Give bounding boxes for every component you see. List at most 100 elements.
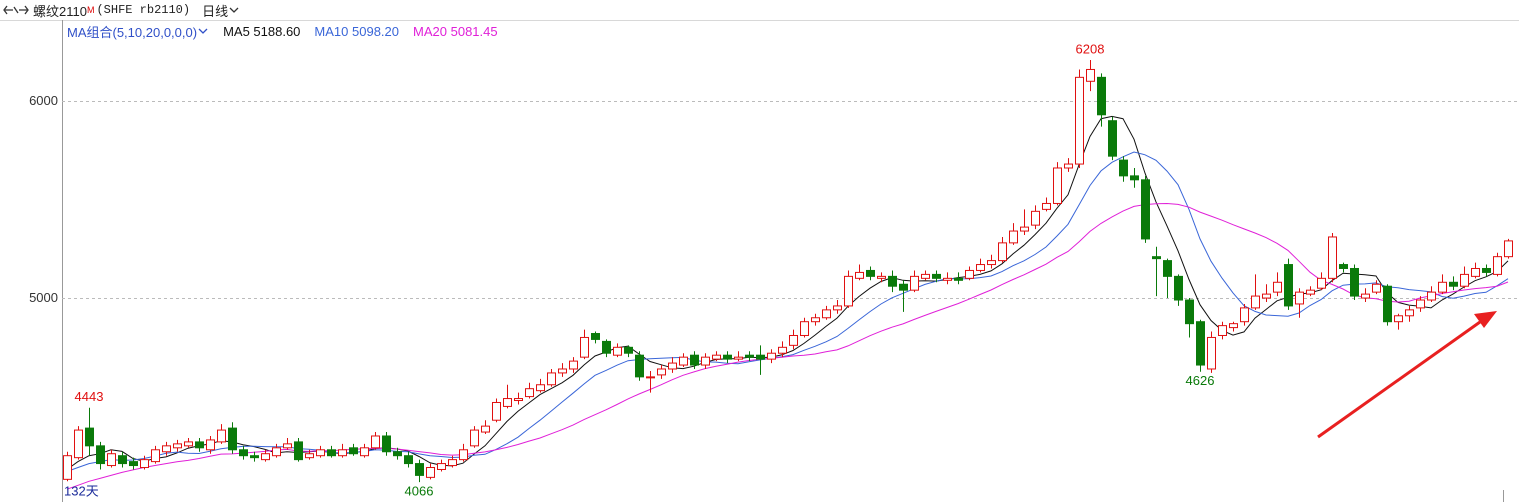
- candle-body: [1163, 260, 1172, 277]
- legend-item: MA20 5081.45: [413, 24, 498, 39]
- candle-body: [1449, 281, 1458, 287]
- candle-body: [756, 354, 765, 360]
- candle-body: [360, 447, 369, 457]
- candle-body: [1295, 291, 1304, 305]
- candle-body: [459, 449, 468, 461]
- high-label: 4443: [75, 389, 104, 404]
- candle-body: [404, 455, 413, 465]
- ma-lines: [66, 115, 1509, 490]
- candle-body: [272, 447, 281, 457]
- candle-body: [976, 264, 985, 271]
- candle-body: [1042, 202, 1051, 210]
- period-label: 132天: [64, 483, 99, 498]
- candle-body: [778, 346, 787, 354]
- candle-body: [1416, 299, 1425, 309]
- candle-body: [1185, 299, 1194, 325]
- candle-body: [536, 384, 545, 392]
- candle-body: [1493, 256, 1502, 275]
- candle-body: [415, 463, 424, 476]
- candle-body: [1108, 120, 1117, 157]
- candle-body: [1053, 167, 1062, 204]
- candle-body: [1306, 289, 1315, 295]
- candle-body: [1482, 267, 1491, 273]
- period-selector[interactable]: 日线: [202, 3, 229, 19]
- candle-body: [437, 463, 446, 470]
- ma-legend: MA组合(5,10,20,0,0,0) MA5 5188.60 MA10 5098…: [67, 22, 498, 40]
- period-chevron[interactable]: [228, 5, 240, 15]
- candle-body: [1328, 236, 1337, 279]
- candle-body: [349, 447, 358, 455]
- candle-body: [712, 354, 721, 360]
- candle-body: [558, 368, 567, 374]
- candle-body: [195, 441, 204, 449]
- ma-line: [66, 151, 1509, 472]
- candle-body: [162, 445, 171, 453]
- candle-body: [1438, 281, 1447, 293]
- candle-body: [492, 401, 501, 421]
- candle-body: [305, 453, 314, 459]
- candle-body: [228, 427, 237, 451]
- candles: [63, 60, 1513, 483]
- candle-body: [1174, 275, 1183, 301]
- trend-arrow: [1317, 320, 1481, 439]
- ma-chevron[interactable]: [197, 26, 209, 36]
- candle-body: [184, 441, 193, 447]
- candle-body: [96, 445, 105, 465]
- candle-body: [690, 354, 699, 366]
- candle-body: [481, 425, 490, 433]
- candle-body: [1405, 309, 1414, 317]
- candle-body: [525, 388, 534, 398]
- candle-body: [1020, 226, 1029, 232]
- candle-body: [800, 321, 809, 336]
- candle-body: [261, 453, 270, 461]
- candle-body: [250, 455, 259, 459]
- candle-body: [140, 459, 149, 469]
- candle-body: [855, 271, 864, 279]
- y-tick-label: 6000: [29, 93, 58, 108]
- candle-body: [371, 435, 380, 449]
- high-label: 6208: [1076, 41, 1105, 56]
- candle-body: [1361, 293, 1370, 299]
- candle-body: [151, 449, 160, 463]
- candle-body: [1394, 315, 1403, 323]
- candle-body: [921, 273, 930, 279]
- candle-body: [514, 398, 523, 402]
- candle-body: [613, 346, 622, 356]
- candle-body: [932, 273, 941, 279]
- candle-body: [1218, 325, 1227, 336]
- candle-body: [1504, 240, 1513, 258]
- ma-group[interactable]: MA组合(5,10,20,0,0,0): [67, 24, 198, 40]
- candle-body: [657, 368, 666, 376]
- candle-body: [294, 441, 303, 461]
- candle-body: [965, 269, 974, 279]
- candle-body: [1064, 163, 1073, 169]
- candle-body: [1350, 267, 1359, 297]
- candle-body: [1251, 295, 1260, 309]
- candle-body: [1383, 285, 1392, 323]
- candle-body: [1273, 281, 1282, 293]
- candle-body: [448, 459, 457, 467]
- labels: 5000 6000 4443 4066 6208 4626 132天: [29, 41, 1214, 498]
- legend-name: MA10: [314, 23, 349, 39]
- candle-body: [635, 354, 644, 378]
- candle-body: [426, 467, 435, 478]
- candle-body: [1075, 76, 1084, 165]
- candle-body: [789, 334, 798, 346]
- candle-body: [63, 455, 72, 480]
- candle-body: [1207, 336, 1216, 370]
- candle-body: [833, 305, 842, 311]
- candle-body: [1317, 277, 1326, 289]
- candle-body: [239, 449, 248, 457]
- candle-body: [899, 283, 908, 291]
- candle-body: [701, 356, 710, 366]
- candle-body: [767, 352, 776, 360]
- candle-body: [954, 277, 963, 281]
- candle-body: [1031, 210, 1040, 226]
- candle-body: [1009, 230, 1018, 244]
- candle-body: [624, 346, 633, 354]
- candle-body: [866, 269, 875, 277]
- candle-body: [646, 376, 655, 379]
- candle-body: [1119, 159, 1128, 177]
- candle-body: [1262, 293, 1271, 299]
- candle-body: [1240, 307, 1249, 323]
